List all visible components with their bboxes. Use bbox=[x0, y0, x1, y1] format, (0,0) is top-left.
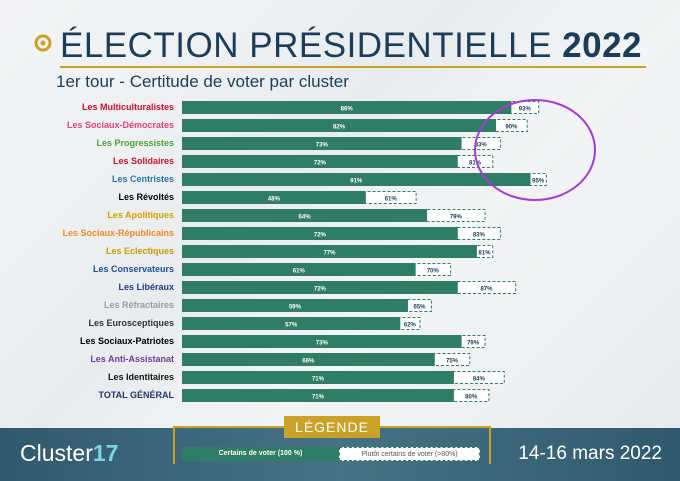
bar-certain-label: 57% bbox=[285, 323, 298, 329]
category-label: Les Centristes bbox=[111, 174, 174, 184]
legend-title: LÉGENDE bbox=[284, 416, 380, 438]
category-label: Les Multiculturalistes bbox=[81, 102, 174, 112]
bar-certain bbox=[182, 191, 366, 204]
page-title: ÉLECTION PRÉSIDENTIELLE 2022 bbox=[60, 26, 642, 66]
category-label: Les Anti-Assistanat bbox=[90, 354, 174, 364]
brand-light: Cluster bbox=[20, 440, 93, 466]
bar-certain-label: 91% bbox=[350, 179, 363, 185]
bar-plutot-label: 81% bbox=[479, 251, 492, 257]
bar-plutot-label: 80% bbox=[465, 395, 478, 401]
bar-certain bbox=[182, 137, 462, 150]
category-label: Les Solidaires bbox=[112, 156, 174, 166]
bar-certain-label: 48% bbox=[268, 197, 281, 203]
category-label: Les Progressistes bbox=[96, 138, 174, 148]
bar-certain bbox=[182, 281, 458, 294]
bar-certain-label: 77% bbox=[323, 251, 336, 257]
bar-plutot-label: 62% bbox=[404, 323, 417, 329]
category-label: Les Apolitiques bbox=[107, 210, 174, 220]
bar-certain-label: 72% bbox=[314, 233, 327, 239]
page-title-bold: 2022 bbox=[562, 26, 643, 65]
category-label: Les Eurosceptiques bbox=[88, 318, 174, 328]
bar-certain-label: 73% bbox=[316, 341, 329, 347]
category-label: Les Sociaux-Démocrates bbox=[66, 120, 174, 130]
bar-certain bbox=[182, 245, 477, 258]
bar-plutot-label: 84% bbox=[473, 377, 486, 383]
bar-certain-label: 64% bbox=[299, 215, 312, 221]
survey-dates: 14-16 mars 2022 bbox=[518, 443, 662, 464]
bar-certain-label: 66% bbox=[302, 359, 315, 365]
bar-certain-label: 71% bbox=[312, 377, 325, 383]
bar-certain bbox=[182, 317, 401, 330]
bar-certain bbox=[182, 389, 454, 402]
bar-plutot-label: 93% bbox=[519, 107, 532, 113]
bar-certain bbox=[182, 173, 531, 186]
page-title-light: ÉLECTION PRÉSIDENTIELLE bbox=[60, 26, 552, 65]
bar-plutot-label: 79% bbox=[467, 341, 480, 347]
bar-certain bbox=[182, 353, 435, 366]
bar-plutot-label: 65% bbox=[413, 305, 426, 311]
bar-certain-label: 82% bbox=[333, 125, 346, 131]
category-label: Les Conservateurs bbox=[92, 264, 174, 274]
bar-plutot-label: 83% bbox=[475, 143, 488, 149]
bar-plutot-label: 81% bbox=[469, 161, 482, 167]
legend-plutot: Plutôt certains de voter (>80%) bbox=[339, 447, 480, 461]
bar-plutot-label: 79% bbox=[450, 215, 463, 221]
bar-certain bbox=[182, 119, 497, 132]
bar-plutot-label: 90% bbox=[505, 125, 518, 131]
bar-certain-label: 59% bbox=[289, 305, 302, 311]
category-label: Les Révoltés bbox=[118, 192, 174, 202]
bar-certain bbox=[182, 263, 416, 276]
bar-plutot-label: 87% bbox=[480, 287, 493, 293]
bar-plutot-label: 61% bbox=[385, 197, 398, 203]
page-subtitle: 1er tour - Certitude de voter par cluste… bbox=[56, 72, 349, 91]
category-label: Les Libéraux bbox=[118, 282, 174, 292]
bar-certain-label: 71% bbox=[312, 395, 325, 401]
legend-certain: Certains de voter (100 %) bbox=[182, 447, 339, 461]
category-label: Les Eclectiques bbox=[105, 246, 174, 256]
bar-certain bbox=[182, 227, 458, 240]
bar-plutot-label: 95% bbox=[532, 179, 545, 185]
bar-plutot-label: 83% bbox=[473, 233, 486, 239]
bar-certain-label: 72% bbox=[314, 161, 327, 167]
bar-certain-label: 61% bbox=[293, 269, 306, 275]
bar-certain bbox=[182, 371, 454, 384]
bar-plutot-label: 70% bbox=[427, 269, 440, 275]
bar-certain bbox=[182, 299, 408, 312]
category-label: Les Sociaux-Patriotes bbox=[79, 336, 174, 346]
bar-certain-label: 72% bbox=[314, 287, 327, 293]
bar-certain bbox=[182, 101, 512, 114]
title-divider bbox=[60, 66, 646, 68]
legend: Certains de voter (100 %) Plutôt certain… bbox=[182, 447, 480, 461]
bar-certain bbox=[182, 335, 462, 348]
bar-certain-label: 73% bbox=[316, 143, 329, 149]
brand-logo: Cluster17 bbox=[20, 440, 118, 467]
category-label: Les Sociaux-Républicains bbox=[62, 228, 174, 238]
highlight-circle bbox=[474, 99, 596, 201]
bar-plutot-label: 75% bbox=[446, 359, 459, 365]
brand-bold: 17 bbox=[92, 440, 119, 466]
category-label: Les Réfractaires bbox=[103, 300, 174, 310]
category-label: Les Identitaires bbox=[107, 372, 174, 382]
bar-certain-label: 86% bbox=[341, 107, 354, 113]
bar-certain bbox=[182, 155, 458, 168]
category-label: TOTAL GÉNÉRAL bbox=[98, 390, 174, 400]
location-pin-icon bbox=[34, 34, 52, 52]
bar-certain bbox=[182, 209, 428, 222]
